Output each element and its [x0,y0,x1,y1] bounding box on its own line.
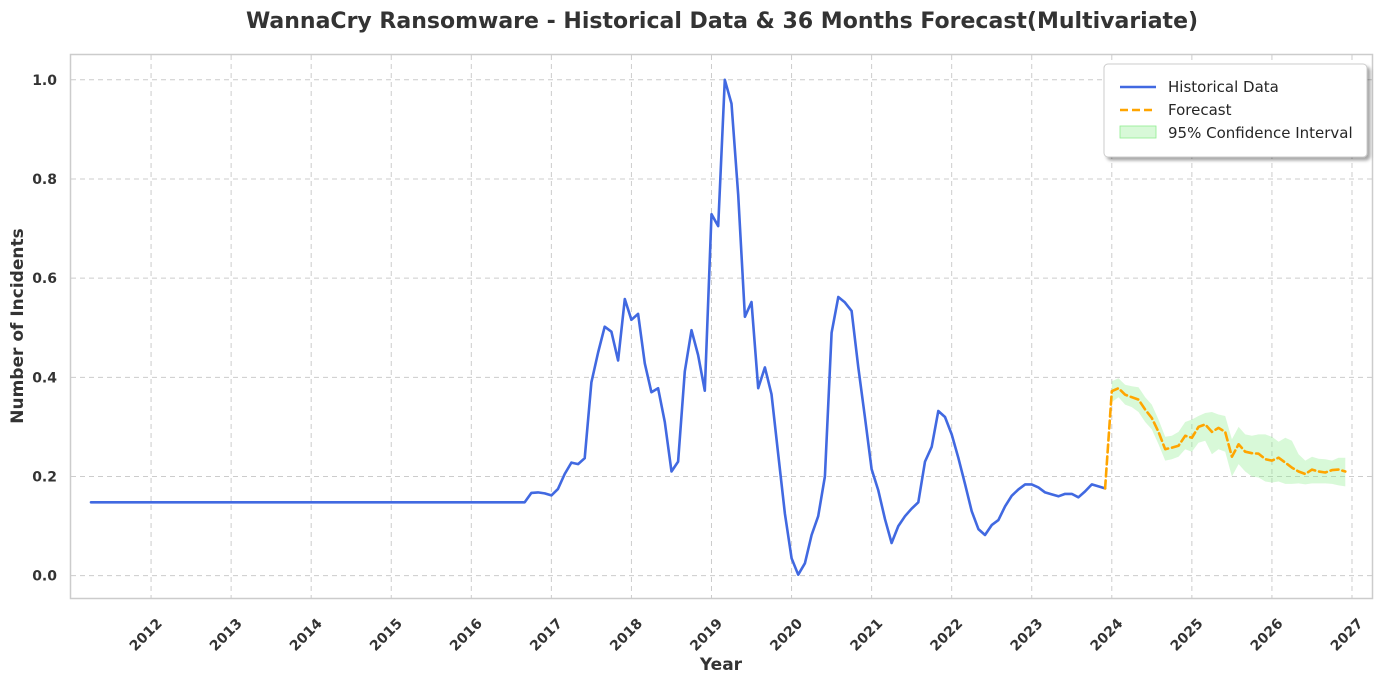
x-tick-label: 2021 [847,616,886,655]
legend-label-historical: Historical Data [1168,78,1279,96]
x-tick-label: 2020 [767,616,806,655]
x-tick-label: 2013 [207,616,246,655]
y-tick-label: 1.0 [32,73,57,89]
chart-title: WannaCry Ransomware - Historical Data & … [246,9,1198,34]
legend: Historical Data Forecast 95% Confidence … [1103,63,1368,158]
x-tick-label: 2023 [1007,616,1046,655]
legend-swatch-confidence [1119,125,1157,139]
x-tick-label: 2019 [687,616,726,655]
confidence-interval-layer [1111,378,1346,487]
x-tick-label: 2022 [927,616,966,655]
plot-area [69,53,1374,600]
x-axis-label: Year [699,655,743,675]
x-tick-label: 2014 [287,616,326,655]
x-tick-label: 2012 [127,616,166,655]
legend-label-confidence: 95% Confidence Interval [1168,124,1353,142]
x-tick-label: 2026 [1248,616,1287,655]
x-tick-label: 2018 [607,616,646,655]
x-tick-label: 2024 [1088,616,1127,655]
x-tick-label: 2016 [447,616,486,655]
y-tick-label: 0.0 [32,569,57,585]
y-tick-label: 0.6 [32,271,57,287]
x-tick-label: 2025 [1168,616,1207,655]
historical-data-line [89,78,1107,577]
confidence-interval-band [1111,378,1346,487]
legend-label-forecast: Forecast [1168,101,1232,119]
x-axis-ticks: 2012 2013 2014 2015 2016 2017 2018 2019 2020 2021… [127,616,1367,655]
y-tick-label: 0.4 [32,370,57,386]
x-tick-label: 2017 [527,616,566,655]
y-axis-label: Number of Incidents [8,228,28,423]
grid [71,55,1372,598]
forecast-line [1103,386,1347,490]
y-tick-label: 0.8 [32,172,57,188]
x-tick-label: 2027 [1328,616,1367,655]
x-tick-label: 2015 [367,616,406,655]
series-layer [89,78,1347,577]
y-axis-ticks: 0.0 0.2 0.4 0.6 0.8 1.0 [32,73,57,585]
y-tick-label: 0.2 [32,470,57,486]
legend-box [1103,63,1368,158]
